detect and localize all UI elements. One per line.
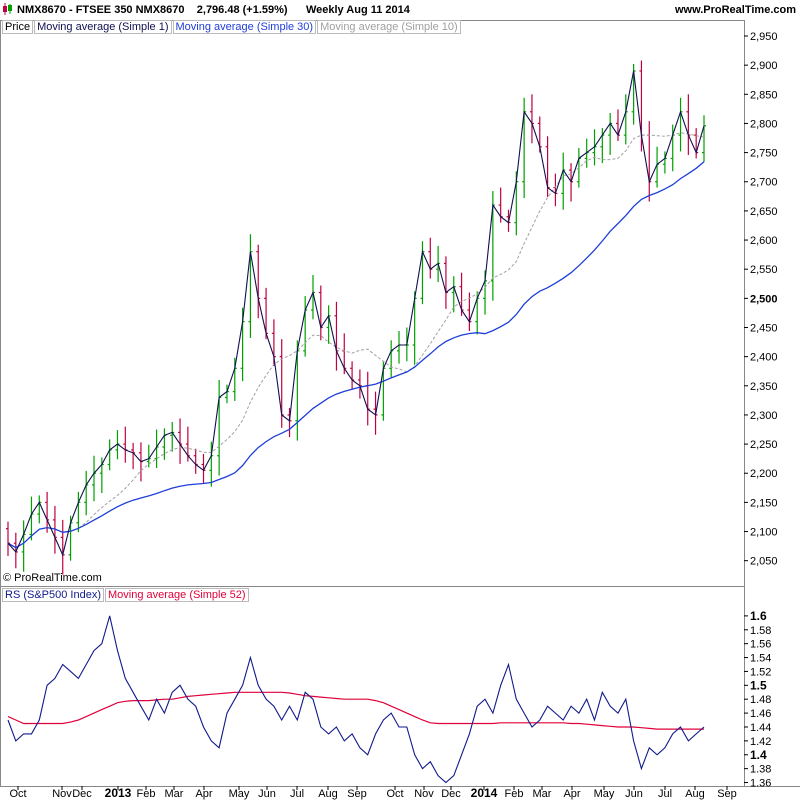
x-tick-label: May [594, 788, 615, 800]
legend-ma1[interactable]: Moving average (Simple 1) [34, 20, 172, 34]
price-y-tick-label: 2,200 [750, 468, 778, 480]
price-y-tick-label: 2,650 [750, 206, 778, 218]
legend-ma52[interactable]: Moving average (Simple 52) [105, 588, 249, 602]
chart-header: NMX8670 - FTSEE 350 NMX8670 2,796.48 (+1… [0, 0, 800, 20]
rs-legend: RS (S&P500 Index) Moving average (Simple… [2, 588, 250, 602]
ma1-line [7, 70, 705, 557]
rs-frame [0, 586, 745, 787]
x-tick-label: Mar [165, 788, 184, 800]
instrument-info: NMX8670 - FTSEE 350 NMX8670 2,796.48 (+1… [17, 4, 410, 16]
price-y-tick-label: 2,400 [750, 352, 778, 364]
legend-price[interactable]: Price [2, 20, 34, 34]
x-tick-label: Jul [658, 788, 672, 800]
x-tick-label: 2013 [105, 786, 132, 800]
ma30-line [7, 161, 705, 549]
price-y-tick-label: 2,750 [750, 148, 778, 160]
price-y-tick-label: 2,450 [750, 322, 778, 334]
rs-y-tick-label: 1.52 [750, 666, 771, 678]
rs-panel [7, 615, 705, 784]
price-y-tick-label: 2,350 [750, 381, 778, 393]
x-tick-label: Feb [505, 788, 524, 800]
price-y-tick-label: 2,050 [750, 556, 778, 568]
price-y-tick-label: 2,550 [750, 264, 778, 276]
x-tick-label: Jun [625, 788, 643, 800]
x-tick-label: Dec [441, 788, 461, 800]
legend-rs[interactable]: RS (S&P500 Index) [2, 588, 104, 602]
rs-y-tick-label: 1.48 [750, 694, 771, 706]
x-tick-label: Feb [137, 788, 156, 800]
price-legend: Price Moving average (Simple 1) Moving a… [2, 20, 462, 34]
copyright-text: © ProRealTime.com [3, 572, 102, 584]
x-tick-label: Sep [347, 788, 367, 800]
rs-y-tick-label: 1.42 [750, 736, 771, 748]
rs-y-tick-label: 1.56 [750, 639, 771, 651]
x-tick-label: Nov [52, 788, 72, 800]
x-tick-label: Oct [386, 788, 403, 800]
price-y-tick-label: 2,250 [750, 439, 778, 451]
instrument-title: NMX8670 - FTSEE 350 NMX8670 [17, 4, 185, 16]
rs-y-tick-label: 1.58 [750, 625, 771, 637]
rs-line [7, 615, 705, 784]
price-y-tick-label: 2,300 [750, 410, 778, 422]
site-url[interactable]: www.ProRealTime.com [674, 4, 796, 16]
rs-y-tick-label: 1.44 [750, 722, 771, 734]
price-frame [0, 20, 745, 587]
price-y-tick-label: 2,100 [750, 527, 778, 539]
x-tick-label: Aug [318, 788, 338, 800]
price-y-tick-label: 2,850 [750, 89, 778, 101]
x-tick-label: 2014 [471, 786, 498, 800]
price-y-tick-label: 2,500 [750, 293, 778, 305]
price-y-tick-label: 2,700 [750, 177, 778, 189]
price-y-tick-label: 2,150 [750, 497, 778, 509]
last-price: 2,796.48 (+1.59%) [196, 4, 288, 16]
x-tick-label: Apr [563, 788, 580, 800]
ma10-line [7, 132, 705, 549]
x-tick-label: May [229, 788, 250, 800]
price-y-tick-label: 2,950 [750, 31, 778, 43]
x-tick-label: Nov [414, 788, 434, 800]
copyright: © ProRealTime.com [3, 572, 102, 584]
x-tick-label: Jun [258, 788, 276, 800]
x-tick-label: Sep [717, 788, 737, 800]
rs-y-tick-label: 1.36 [750, 778, 771, 790]
x-tick-label: Oct [9, 788, 26, 800]
rs-y-tick-label: 1.38 [750, 764, 771, 776]
x-tick-label: Mar [533, 788, 552, 800]
period-label: Weekly Aug 11 2014 [305, 4, 410, 16]
rs-y-tick-label: 1.54 [750, 653, 771, 665]
price-y-tick-label: 2,600 [750, 235, 778, 247]
rs-y-tick-label: 1.5 [750, 678, 767, 692]
ma52-line [7, 691, 704, 730]
price-y-tick-label: 2,900 [750, 60, 778, 72]
price-y-tick-label: 2,800 [750, 118, 778, 130]
x-tick-label: Dec [72, 788, 92, 800]
legend-ma10[interactable]: Moving average (Simple 10) [317, 20, 461, 34]
x-tick-label: Jul [290, 788, 304, 800]
price-panel [6, 60, 706, 575]
candlestick-icon [3, 3, 12, 15]
rs-y-tick-label: 1.46 [750, 708, 771, 720]
rs-y-tick-label: 1.4 [750, 748, 767, 762]
legend-ma30[interactable]: Moving average (Simple 30) [172, 20, 317, 34]
rs-y-tick-label: 1.6 [750, 609, 767, 623]
axes: 2,050 2,100 2,150 2,200 2,250 2,300 2,350 2,400… [0, 20, 800, 800]
x-tick-label: Apr [195, 788, 212, 800]
x-tick-label: Aug [685, 788, 705, 800]
